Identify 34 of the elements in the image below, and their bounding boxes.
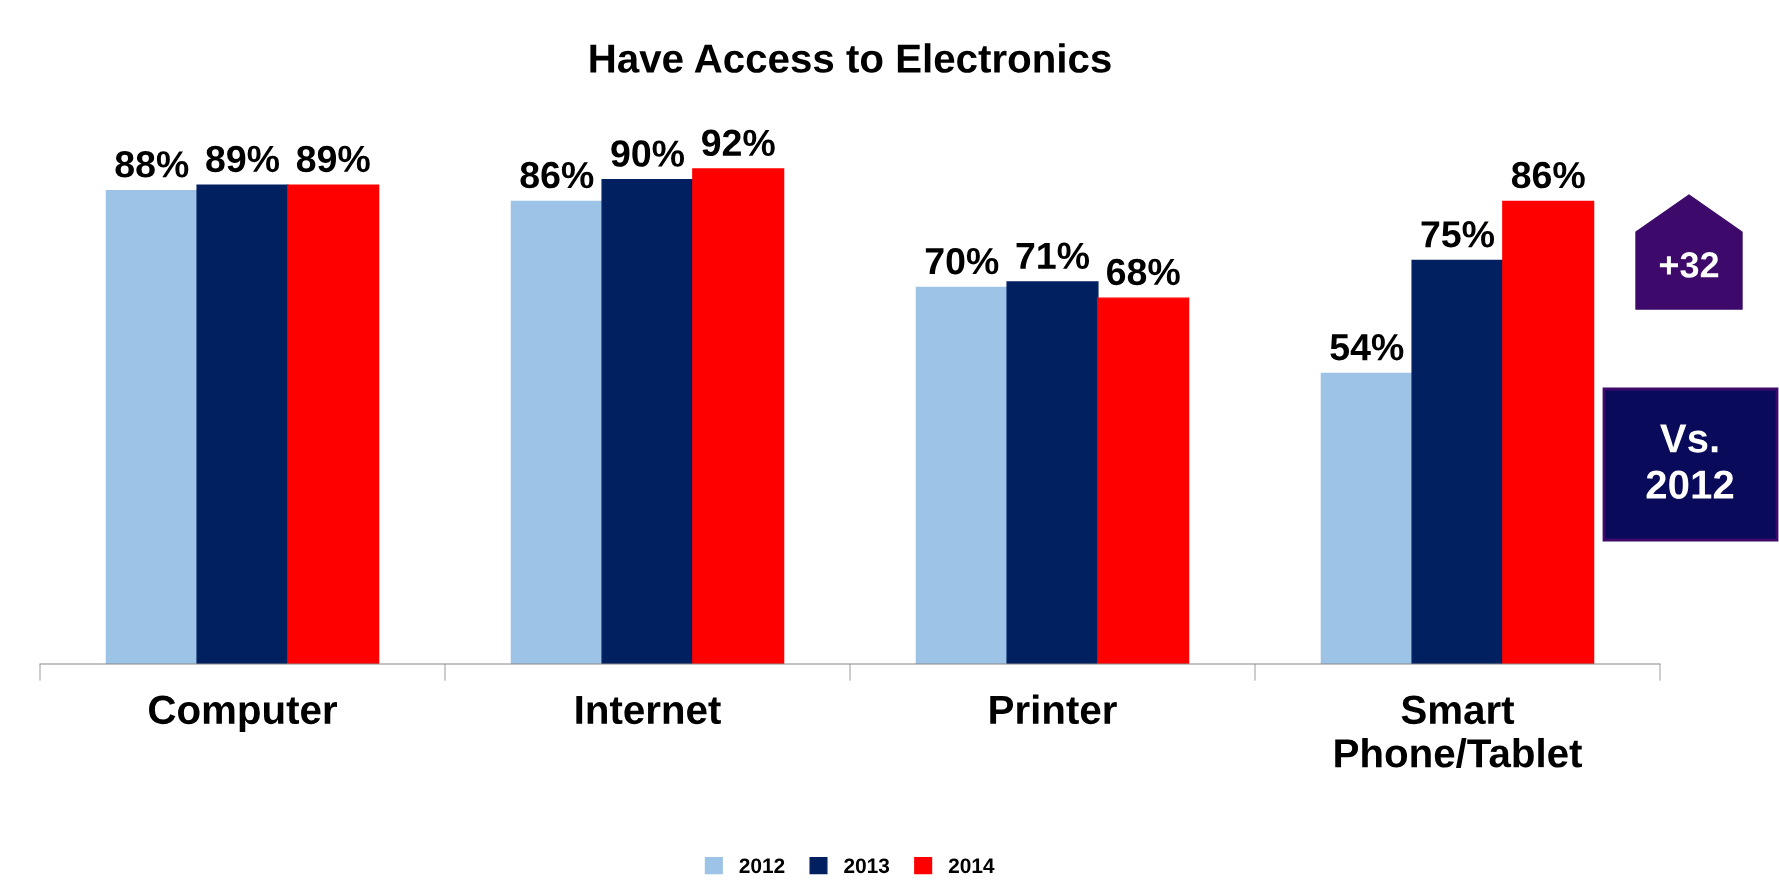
data-label: 92% (701, 129, 775, 157)
bar (1320, 372, 1413, 664)
annotation: +32 (1659, 252, 1719, 278)
legend-label: 2014 (948, 858, 995, 874)
bar (287, 184, 380, 664)
data-label: 86% (520, 161, 594, 189)
annotation: Vs. 2012 (1646, 424, 1734, 499)
bar (1006, 281, 1099, 664)
chart-title: Have Access to Electronics (590, 43, 1111, 73)
bar (692, 168, 785, 664)
bar (1411, 259, 1504, 664)
x-tick-label: Computer (149, 695, 337, 733)
data-label: 90% (611, 140, 685, 167)
legend-label: 2013 (844, 858, 890, 874)
bar (915, 286, 1008, 664)
bar (1097, 297, 1190, 664)
x-tick-label: Printer (990, 694, 1117, 725)
data-label: 89% (206, 145, 280, 173)
bar (601, 179, 694, 664)
data-label: 86% (1511, 161, 1585, 189)
data-label: 88% (115, 151, 189, 178)
data-label: 70% (925, 247, 999, 275)
data-label: 68% (1107, 258, 1180, 286)
legend-label: 2012 (739, 858, 785, 874)
data-label: 89% (296, 145, 370, 173)
data-label: 75% (1421, 221, 1495, 248)
bar (105, 189, 198, 664)
bar (196, 184, 289, 664)
data-label: 54% (1330, 334, 1404, 361)
bar (1502, 200, 1595, 664)
x-tick-label: Smart Phone/Tablet (1335, 695, 1582, 768)
x-tick-label: Internet (576, 696, 721, 725)
data-label: 71% (1016, 242, 1090, 269)
bar (510, 200, 603, 664)
